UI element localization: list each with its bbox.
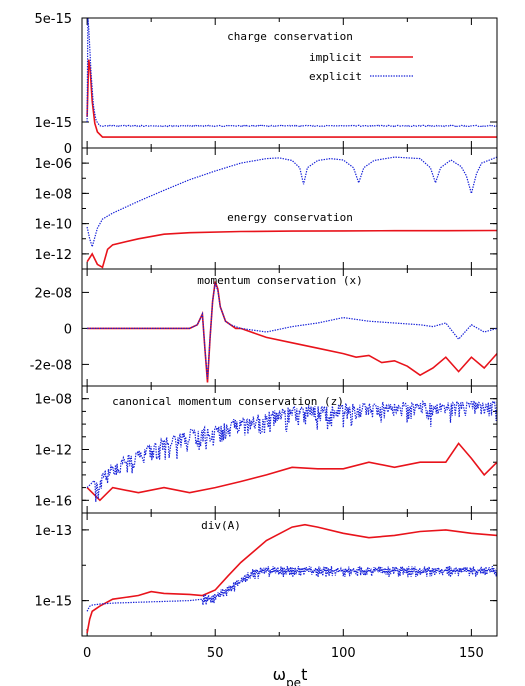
- panel-momentum: -2e-08 0 2e-08 momentum conservation (x): [30, 268, 498, 387]
- panel-canonical: 1e-16 1e-12 1e-08 canonical momentum conser…: [34, 385, 498, 514]
- series-implicit-energy: [86, 229, 497, 269]
- ytick-label-canonical: 1e-12: [34, 444, 72, 459]
- plot-frame-divA: [81, 512, 498, 637]
- legend-label-explicit: explicit: [309, 70, 362, 83]
- panel-title-energy: energy conservation: [227, 211, 353, 224]
- ytick-label-energy: 1e-12: [34, 248, 72, 263]
- ytick-label-charge: 1e-15: [34, 116, 72, 131]
- x-axis-label: ωpet: [273, 665, 308, 686]
- panel-title-charge: charge conservation: [227, 30, 353, 43]
- ytick-label-divA: 1e-13: [34, 524, 72, 539]
- legend: implicit explicit: [309, 51, 413, 83]
- ytick-label-energy: 1e-08: [34, 187, 72, 202]
- series-explicit-momentum: [87, 283, 497, 379]
- ytick-label-charge: 5e-15: [34, 12, 72, 27]
- ytick-label-momentum: -2e-08: [30, 358, 72, 373]
- panel-title-divA: div(A): [201, 519, 241, 532]
- panel-divA: 1e-15 1e-13 div(A): [34, 512, 498, 637]
- xtick-label: 150: [459, 646, 484, 661]
- xtick-label: 50: [207, 646, 224, 661]
- series-explicit-divA: [86, 566, 497, 612]
- ytick-label-energy: 1e-06: [34, 157, 72, 172]
- series-implicit-charge: [86, 59, 497, 138]
- x-axis: 0 50 100 150 ωpet: [83, 646, 484, 686]
- series-explicit-charge: [86, 18, 497, 128]
- xtick-label: 0: [83, 646, 91, 661]
- ytick-label-energy: 1e-10: [34, 218, 72, 233]
- plot-frame-energy: [81, 147, 498, 270]
- xtick-label: 100: [331, 646, 356, 661]
- panel-energy: 1e-12 1e-10 1e-08 1e-06 energy conservation: [34, 147, 498, 270]
- series-implicit-canonical: [86, 442, 497, 502]
- ytick-label-momentum: 0: [64, 322, 72, 337]
- ytick-label-divA: 1e-15: [34, 595, 72, 610]
- series-implicit-divA: [86, 523, 497, 634]
- ytick-label-charge: 0: [64, 142, 72, 157]
- series-explicit-energy: [86, 156, 497, 249]
- series-explicit-canonical: [86, 399, 497, 502]
- ytick-label-canonical: 1e-16: [34, 494, 72, 509]
- legend-label-implicit: implicit: [309, 51, 362, 64]
- ytick-label-canonical: 1e-08: [34, 393, 72, 408]
- ytick-label-momentum: 2e-08: [34, 286, 72, 301]
- panel-charge: 0 1e-15 5e-15 charge conservation implicit ex…: [34, 12, 498, 157]
- panels-layer: 0 1e-15 5e-15 charge conservation implicit ex…: [30, 12, 498, 637]
- panel-title-momentum: momentum conservation (x): [197, 274, 363, 287]
- panel-title-canonical: canonical momentum conservation (z): [112, 395, 344, 408]
- series-implicit-momentum: [87, 281, 497, 383]
